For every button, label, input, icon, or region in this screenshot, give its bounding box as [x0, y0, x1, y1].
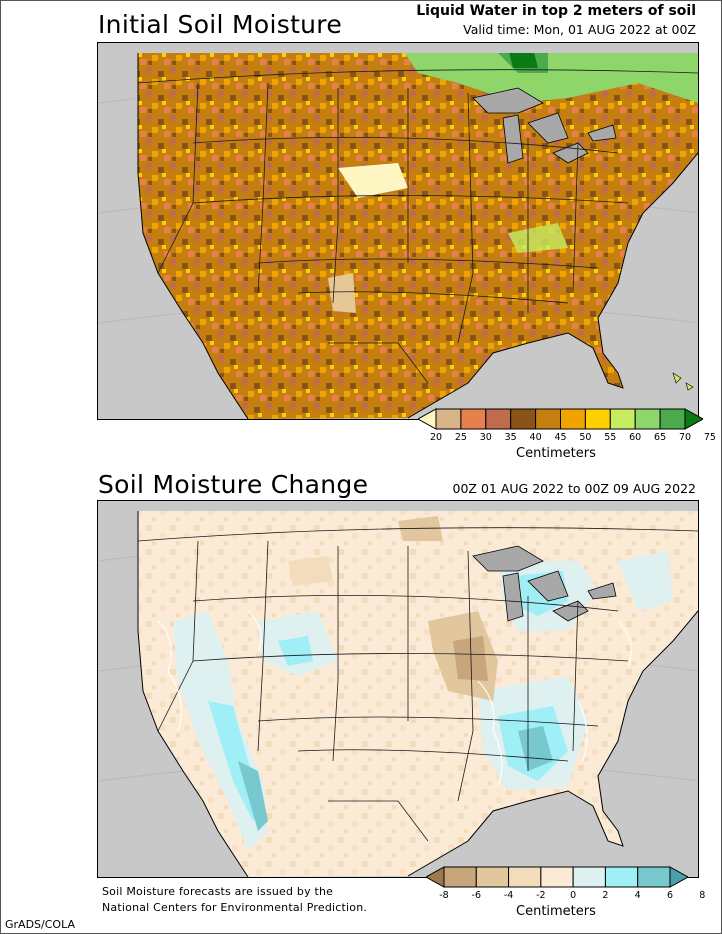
top-soil-moisture-map: [97, 42, 699, 420]
bottom-colorbar-tick-label: -4: [503, 890, 514, 901]
top-colorbar-tick-label: 35: [504, 432, 517, 443]
grads-cola-credit: GrADS/COLA: [5, 918, 75, 931]
top-map-valid-time: Valid time: Mon, 01 AUG 2022 at 00Z: [463, 22, 696, 37]
bottom-colorbar-tick-label: 6: [666, 890, 674, 901]
top-colorbar-labels: 20 25 30 35 40 45 50 55 60 65 70 75: [418, 432, 716, 446]
top-colorbar-swatch: [584, 408, 611, 430]
bottom-colorbar-swatch: [508, 866, 542, 888]
bottom-colorbar-swatch: [637, 866, 671, 888]
top-colorbar-tick-label: 70: [678, 432, 692, 443]
bottom-colorbar-tick-label: -2: [536, 890, 546, 901]
bottom-map-title: Soil Moisture Change: [98, 470, 369, 499]
top-colorbar-tick-label: 45: [554, 432, 567, 443]
bottom-colorbar-graphic: [424, 866, 690, 888]
bottom-colorbar-tick-label: -8: [439, 890, 449, 901]
top-map-title: Initial Soil Moisture: [98, 10, 343, 39]
bottom-map-period: 00Z 01 AUG 2022 to 00Z 09 AUG 2022: [452, 481, 696, 496]
top-colorbar-end-low: [416, 408, 437, 430]
bottom-colorbar-tick-label: 4: [634, 890, 641, 901]
bottom-map-graphic: [98, 501, 698, 877]
bottom-colorbar-end-low: [424, 866, 445, 888]
forecast-note: Soil Moisture forecasts are issued by th…: [102, 884, 367, 916]
bottom-colorbar-end-high: [669, 866, 690, 888]
top-colorbar-swatch: [609, 408, 636, 430]
top-colorbar-swatch: [634, 408, 661, 430]
top-colorbar-tick-label: 55: [604, 432, 617, 443]
bottom-colorbar-tick-label: 0: [570, 890, 577, 901]
bottom-colorbar: [424, 866, 690, 888]
top-colorbar-tick-label: 65: [654, 432, 667, 443]
top-colorbar-swatch: [460, 408, 487, 430]
bottom-colorbar-swatch: [604, 866, 639, 888]
top-colorbar-tick-label: 25: [454, 432, 467, 443]
top-colorbar-tick-label: 30: [479, 432, 492, 443]
bottom-colorbar-swatch: [572, 866, 606, 888]
bottom-colorbar-swatch: [443, 866, 477, 888]
top-colorbar: [416, 408, 705, 430]
forecast-note-line2: National Centers for Environmental Predi…: [102, 901, 368, 914]
bottom-colorbar-labels: -8 -6 -4 -2 0 2 4 6 8: [426, 890, 705, 904]
top-map-graphic: [98, 43, 698, 419]
top-colorbar-end-high: [684, 408, 705, 430]
bottom-colorbar-tick-label: 8: [699, 890, 706, 901]
top-colorbar-swatch: [510, 408, 537, 430]
top-colorbar-tick-label: 20: [429, 432, 443, 443]
top-colorbar-units: Centimeters: [516, 446, 596, 461]
top-colorbar-swatch: [560, 408, 586, 430]
top-colorbar-tick-label: 40: [529, 432, 542, 443]
bottom-colorbar-tick-label: 2: [602, 890, 609, 901]
bottom-colorbar-swatch: [540, 866, 574, 888]
top-colorbar-swatch: [435, 408, 462, 430]
top-colorbar-graphic: [416, 408, 705, 430]
top-colorbar-tick-label: 75: [703, 432, 716, 443]
top-colorbar-tick-label: 60: [629, 432, 642, 443]
forecast-note-line1: Soil Moisture forecasts are issued by th…: [102, 885, 334, 898]
top-map-header-main: Liquid Water in top 2 meters of soil: [416, 3, 696, 19]
top-colorbar-swatch: [485, 408, 512, 430]
bottom-colorbar-swatch: [475, 866, 510, 888]
bottom-colorbar-units: Centimeters: [516, 904, 596, 919]
top-colorbar-swatch: [659, 408, 686, 430]
top-colorbar-swatch: [535, 408, 561, 430]
bottom-colorbar-tick-label: -6: [471, 890, 482, 901]
bottom-soil-moisture-change-map: [97, 500, 699, 878]
top-colorbar-tick-label: 50: [579, 432, 592, 443]
